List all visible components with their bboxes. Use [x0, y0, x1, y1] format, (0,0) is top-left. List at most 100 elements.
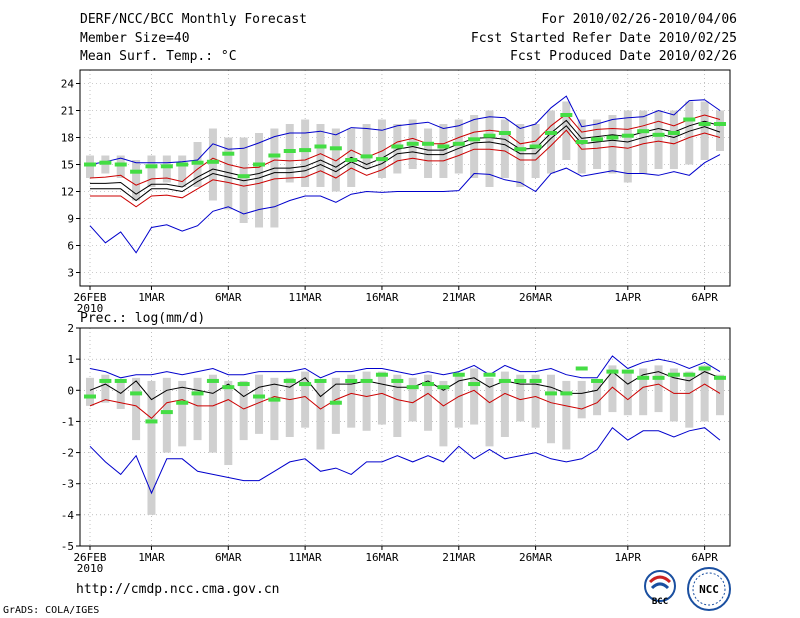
median-marker — [130, 391, 143, 396]
median-marker — [145, 419, 158, 424]
y-tick-label: 15 — [61, 159, 74, 172]
y-tick-label: -2 — [61, 447, 74, 460]
started-date: Fcst Started Refer Date 2010/02/25 — [470, 31, 737, 46]
median-marker — [667, 372, 680, 377]
median-marker — [114, 378, 127, 383]
spread-bar — [116, 155, 125, 178]
spread-bar — [716, 110, 724, 151]
spread-bar — [377, 371, 386, 425]
median-marker — [99, 160, 112, 165]
median-marker — [299, 148, 312, 153]
median-marker — [375, 157, 388, 162]
median-marker — [683, 372, 696, 377]
y-tick-label: 24 — [61, 78, 75, 91]
spread-bar — [270, 128, 279, 228]
median-marker — [652, 375, 665, 380]
spread-bar — [331, 128, 340, 192]
spread-bar — [362, 371, 371, 431]
spread-bar — [255, 374, 264, 434]
spread-bar — [331, 377, 340, 434]
spread-bar — [500, 119, 509, 178]
median-marker — [514, 147, 527, 152]
median-marker — [253, 162, 266, 167]
median-marker — [345, 158, 358, 162]
spread-bar — [608, 115, 617, 174]
median-marker — [406, 141, 419, 146]
median-marker — [283, 149, 296, 153]
y-tick-label: 6 — [67, 240, 74, 253]
median-marker — [406, 385, 419, 390]
source-url[interactable]: http://cmdp.ncc.cma.gov.cn — [76, 582, 280, 597]
spread-bar — [593, 119, 602, 169]
spread-bar — [516, 374, 525, 422]
x-tick-label: 1MAR — [138, 551, 165, 564]
median-marker — [422, 382, 435, 387]
grads-credit: GrADS: COLA/IGES — [3, 605, 100, 616]
spread-bar — [116, 380, 125, 409]
forecast-range: For 2010/02/26-2010/04/06 — [541, 12, 737, 27]
y-tick-label: -4 — [61, 509, 75, 522]
median-marker — [652, 132, 665, 137]
spread-bar — [577, 119, 586, 174]
spread-bar — [669, 110, 678, 169]
median-marker — [206, 378, 219, 383]
spread-bar — [454, 119, 463, 174]
spread-bar — [546, 374, 555, 444]
median-marker — [452, 372, 465, 377]
median-marker — [591, 378, 604, 383]
median-marker — [391, 144, 404, 149]
spread-bar — [439, 380, 448, 447]
spread-bar — [86, 155, 94, 178]
x-tick-label: 6APR — [691, 551, 718, 564]
median-marker — [637, 129, 650, 134]
median-marker — [560, 391, 573, 396]
y-tick-label: 9 — [67, 213, 74, 226]
spread-bar — [623, 110, 632, 183]
median-marker — [437, 144, 450, 149]
spread-bar — [347, 374, 356, 428]
y-tick-label: 18 — [61, 132, 74, 145]
series-line-max — [89, 154, 721, 254]
series-line-upper_red — [89, 113, 721, 186]
spread-bar — [224, 137, 233, 210]
y-tick-label: 12 — [61, 186, 74, 199]
median-marker — [667, 131, 680, 135]
member-size: Member Size=40 — [80, 31, 190, 46]
median-marker — [452, 141, 465, 146]
x-tick-label: 26MAR — [519, 551, 552, 564]
x-tick-label: 1APR — [615, 291, 642, 304]
median-marker — [529, 144, 542, 149]
median-marker — [468, 137, 481, 142]
median-marker — [314, 378, 327, 383]
plot-frame — [79, 69, 731, 287]
spread-bar — [608, 365, 617, 413]
median-marker — [514, 378, 527, 383]
median-marker — [498, 378, 511, 383]
median-marker — [714, 375, 726, 380]
median-marker — [483, 372, 496, 377]
median-marker — [683, 117, 696, 122]
spread-bar — [623, 371, 632, 416]
x-tick-label: 26FEB — [73, 551, 106, 564]
bcc-logo: BCC — [644, 570, 676, 607]
median-marker — [591, 137, 604, 142]
median-marker — [176, 162, 189, 167]
median-marker — [437, 385, 450, 390]
spread-bar — [301, 371, 310, 428]
median-marker — [345, 378, 358, 383]
spread-bar — [239, 380, 248, 441]
x-tick-label: 1MAR — [138, 291, 165, 304]
spread-bar — [454, 374, 463, 428]
spread-bar — [147, 380, 156, 515]
spread-bar — [485, 377, 494, 447]
y-tick-label: 21 — [61, 105, 74, 118]
ncc-logo-text: NCC — [699, 583, 719, 596]
median-marker — [191, 160, 204, 165]
y-tick-label: -1 — [61, 415, 74, 428]
spread-bar — [424, 374, 433, 431]
series-line-lower — [90, 125, 721, 202]
spread-bar — [408, 377, 417, 422]
median-marker — [145, 164, 158, 169]
spread-bar — [147, 155, 156, 187]
